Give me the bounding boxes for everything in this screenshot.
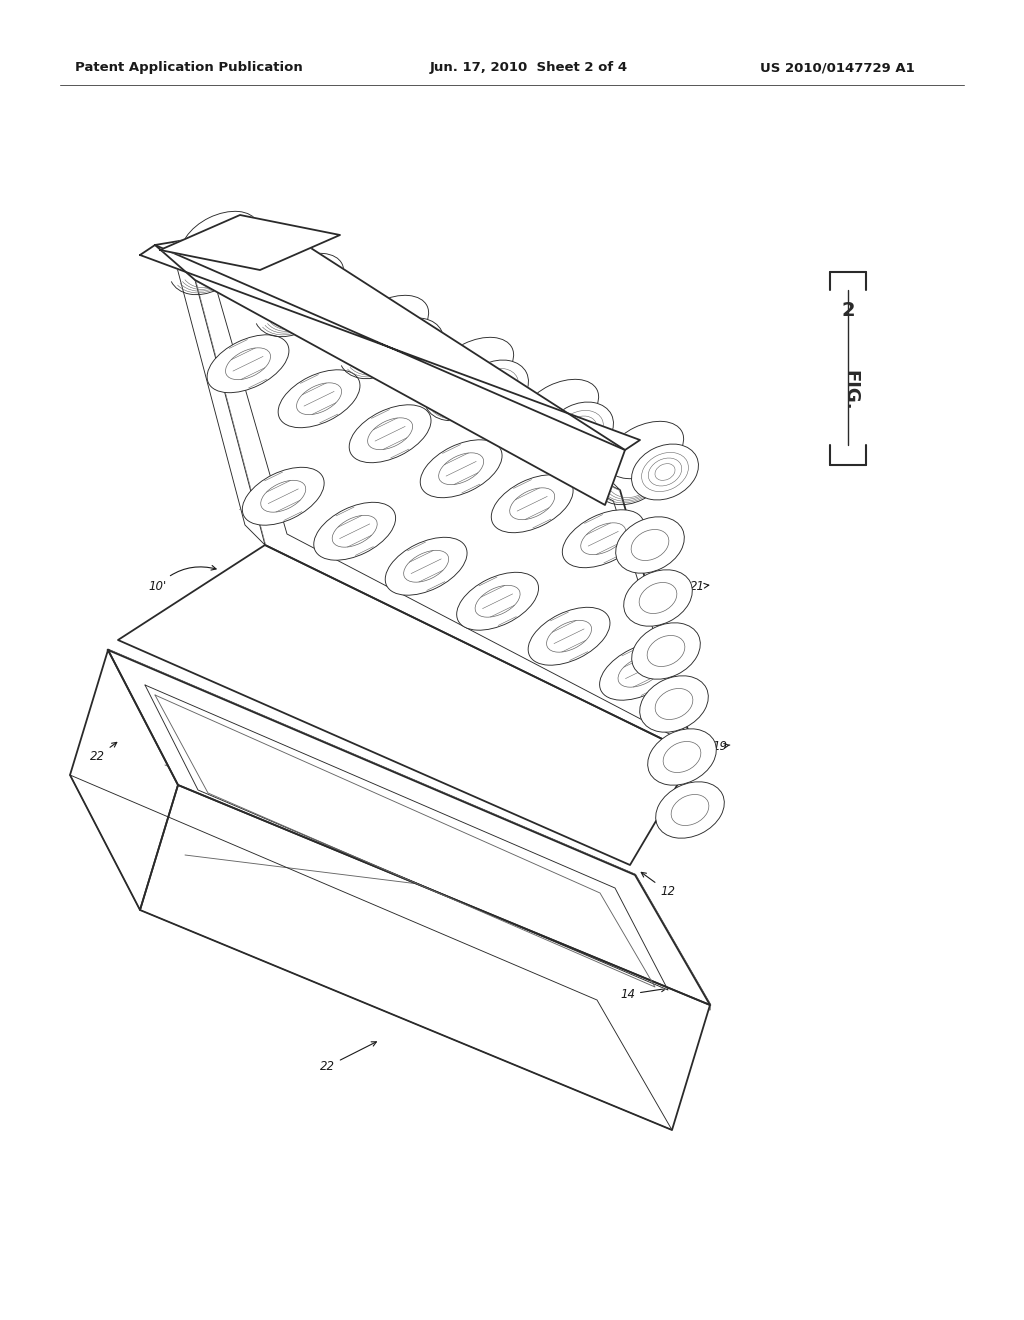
Ellipse shape [615,517,684,573]
Text: 12: 12 [641,873,675,898]
Ellipse shape [492,475,573,533]
Ellipse shape [243,467,325,525]
Ellipse shape [606,421,684,479]
Text: 21: 21 [690,579,709,593]
Text: 14: 14 [620,987,666,1001]
Polygon shape [175,260,620,490]
Ellipse shape [279,370,360,428]
Polygon shape [155,224,625,506]
Ellipse shape [632,444,698,500]
Ellipse shape [377,318,443,374]
Text: 24: 24 [600,570,632,598]
Ellipse shape [547,403,613,458]
Ellipse shape [600,643,681,700]
Polygon shape [118,545,695,865]
Ellipse shape [207,234,273,290]
Text: 11: 11 [248,503,286,520]
Ellipse shape [521,379,599,437]
Ellipse shape [457,573,539,630]
Text: A: A [240,500,268,523]
Text: Jun. 17, 2010  Sheet 2 of 4: Jun. 17, 2010 Sheet 2 of 4 [430,62,628,74]
Text: 10': 10' [148,565,216,593]
Text: 15: 15 [238,436,286,450]
Polygon shape [70,649,178,909]
Ellipse shape [655,781,724,838]
Ellipse shape [562,510,644,568]
Text: 8: 8 [215,601,251,615]
Text: 20: 20 [198,315,237,333]
Text: 19: 19 [712,741,730,752]
Polygon shape [140,785,710,1130]
Text: 13: 13 [148,700,186,715]
Ellipse shape [640,676,709,733]
Ellipse shape [313,503,395,560]
Text: Patent Application Publication: Patent Application Publication [75,62,303,74]
Ellipse shape [528,607,610,665]
Text: 21: 21 [180,240,202,253]
Polygon shape [145,685,668,990]
Ellipse shape [420,440,502,498]
Ellipse shape [624,570,692,626]
Text: B: B [215,638,252,651]
Polygon shape [108,649,710,1005]
Polygon shape [178,785,710,1010]
Ellipse shape [181,211,259,269]
Ellipse shape [292,276,358,331]
Polygon shape [160,215,340,271]
Ellipse shape [648,729,717,785]
Ellipse shape [385,537,467,595]
Polygon shape [140,246,640,450]
Ellipse shape [266,253,344,310]
Text: 22: 22 [90,742,117,763]
Text: 12: 12 [258,531,291,543]
Ellipse shape [436,338,514,395]
Ellipse shape [351,296,429,352]
Polygon shape [175,260,265,545]
Polygon shape [70,775,672,1130]
Text: FIG.: FIG. [841,370,859,411]
Text: 22: 22 [319,1041,377,1073]
Polygon shape [195,280,695,755]
Ellipse shape [349,405,431,463]
Ellipse shape [462,360,528,416]
Text: US 2010/0147729 A1: US 2010/0147729 A1 [760,62,914,74]
Ellipse shape [632,623,700,680]
Text: 2: 2 [841,301,855,319]
Polygon shape [108,649,710,1005]
Polygon shape [145,680,680,990]
Text: 16: 16 [658,760,681,774]
Ellipse shape [207,335,289,392]
